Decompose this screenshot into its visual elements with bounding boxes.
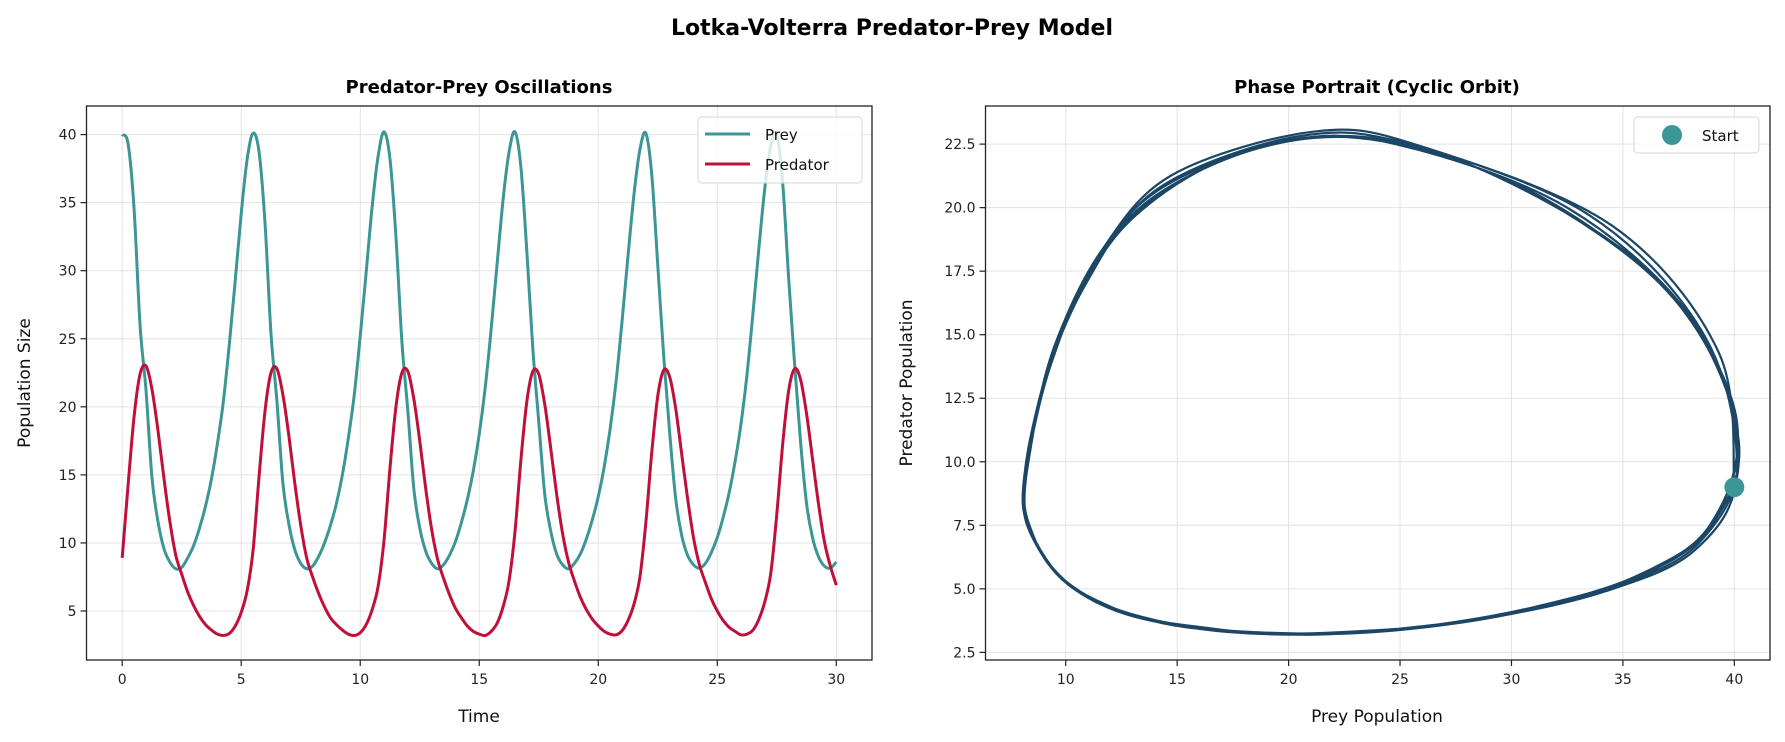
x-axis-label: Prey Population <box>1311 707 1443 727</box>
y-tick-label: 22.5 <box>944 137 975 153</box>
y-tick-label: 15.0 <box>944 328 975 344</box>
x-tick-label: 25 <box>1391 672 1409 688</box>
x-tick-label: 20 <box>589 672 607 688</box>
y-tick-label: 20.0 <box>944 201 975 217</box>
x-tick-label: 25 <box>708 672 726 688</box>
legend-marker-start <box>1662 125 1682 145</box>
grid <box>86 106 872 660</box>
x-tick-label: 30 <box>1503 672 1521 688</box>
y-tick-label: 12.5 <box>944 391 975 407</box>
legend-box <box>1633 116 1760 154</box>
x-tick-label: 10 <box>351 672 369 688</box>
legend: Prey Predator <box>697 116 863 184</box>
y-tick-label: 17.5 <box>944 264 975 280</box>
x-tick-label: 10 <box>1057 672 1075 688</box>
x-tick-label: 30 <box>827 672 845 688</box>
grid <box>985 106 1770 660</box>
x-tick-label: 15 <box>470 672 488 688</box>
y-tick-label: 20 <box>59 400 77 416</box>
time-series-title: Predator-Prey Oscillations <box>346 77 613 98</box>
x-tick-label: 20 <box>1280 672 1298 688</box>
start-marker <box>1724 477 1745 498</box>
orbit <box>1021 128 1745 636</box>
y-tick-label: 15 <box>59 468 77 484</box>
phase-portrait-title: Phase Portrait (Cyclic Orbit) <box>1234 77 1520 98</box>
legend-label-predator: Predator <box>765 156 830 174</box>
y-axis-label: Population Size <box>15 318 35 448</box>
y-tick-label: 7.5 <box>953 518 975 534</box>
time-series-axes: Predator-Prey Oscillations 0 5 10 15 20 25 30 5… <box>15 77 873 727</box>
y-tick-label: 10 <box>59 536 77 552</box>
x-tick-label: 5 <box>237 672 246 688</box>
x-tick-label: 40 <box>1725 672 1743 688</box>
y-tick-label: 5.0 <box>953 582 975 598</box>
x-axis-label: Time <box>457 707 500 727</box>
phase-portrait-axes: Phase Portrait (Cyclic Orbit) 10 15 20 25 30… <box>897 77 1771 727</box>
y-axis-label: Predator Population <box>897 299 917 466</box>
y-tick-label: 5 <box>68 604 77 620</box>
ticks: 0 5 10 15 20 25 30 5 10 15 20 25 30 35 40 <box>59 128 846 688</box>
x-tick-label: 0 <box>118 672 127 688</box>
axes-frame <box>984 105 1771 661</box>
y-tick-label: 25 <box>59 332 77 348</box>
y-tick-label: 40 <box>59 128 77 144</box>
series-line-prey <box>120 130 838 571</box>
figure-title: Lotka-Volterra Predator-Prey Model <box>671 16 1113 41</box>
legend-label-start: Start <box>1702 127 1739 145</box>
ticks: 10 15 20 25 30 35 40 2.5 5.0 7.5 10.0 12.5 15.0 17.5 2… <box>944 137 1743 688</box>
y-tick-label: 10.0 <box>944 455 975 471</box>
x-tick-label: 15 <box>1168 672 1186 688</box>
legend: Start <box>1633 116 1760 154</box>
y-tick-label: 35 <box>59 196 77 212</box>
series-line-predator <box>120 363 838 638</box>
phase-orbit-line <box>1021 128 1741 636</box>
x-tick-label: 35 <box>1614 672 1632 688</box>
y-tick-label: 2.5 <box>953 645 975 661</box>
series-lines <box>120 130 838 638</box>
legend-label-prey: Prey <box>765 126 798 144</box>
y-tick-label: 30 <box>59 264 77 280</box>
